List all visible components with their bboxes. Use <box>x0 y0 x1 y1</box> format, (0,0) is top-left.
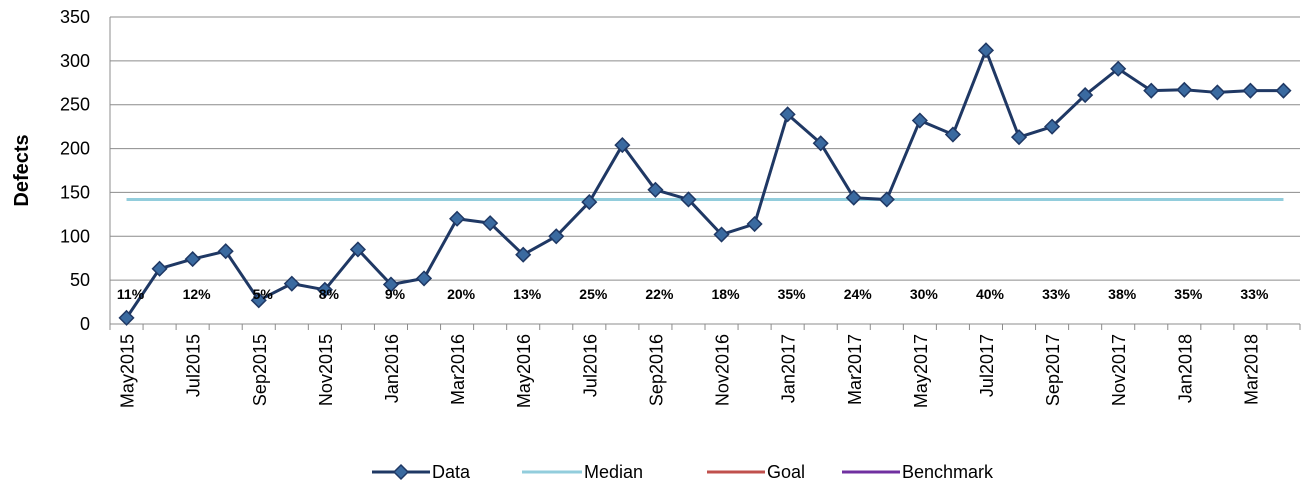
percent-annotation: 33% <box>1240 286 1269 302</box>
percent-annotation: 24% <box>844 286 873 302</box>
y-tick-label: 250 <box>60 95 90 115</box>
x-tick-label: Sep2017 <box>1043 334 1063 406</box>
data-point-marker <box>1209 84 1226 101</box>
percent-annotation: 11% <box>117 286 145 302</box>
data-point-marker <box>316 281 333 298</box>
x-tick-label: Nov2016 <box>713 334 733 406</box>
data-point-marker <box>1010 129 1028 146</box>
data-point-marker <box>151 260 168 277</box>
data-point-marker <box>184 251 201 268</box>
data-point-marker <box>283 275 300 292</box>
y-tick-label: 100 <box>60 226 90 246</box>
legend-label: Benchmark <box>902 462 994 482</box>
x-tick-label: Sep2016 <box>646 334 666 406</box>
data-point-marker <box>680 191 697 208</box>
data-point-marker <box>118 309 135 326</box>
data-point-marker <box>614 137 631 154</box>
data-point-marker <box>977 42 995 59</box>
percent-annotation: 8% <box>319 286 340 302</box>
percent-annotation: 35% <box>778 286 807 302</box>
legend-label: Median <box>584 462 643 482</box>
data-series-line <box>125 48 1284 319</box>
percent-annotation: 12% <box>183 286 212 302</box>
x-axis: May2015 Jul2015 Sep2015 Nov2015 Jan2016 Mar20… <box>109 323 1301 408</box>
data-point-marker <box>482 215 499 232</box>
data-point-marker <box>1110 60 1127 77</box>
x-tick-label: Nov2017 <box>1109 334 1129 406</box>
legend-marker <box>392 463 410 481</box>
x-tick-label: May2016 <box>514 334 534 408</box>
x-tick-label: Mar2016 <box>448 334 468 405</box>
x-tick-label: Jul2016 <box>580 334 600 397</box>
x-tick-label: Jul2015 <box>184 334 204 397</box>
y-axis: 0 50 100 150 200 250 300 350 <box>60 7 111 334</box>
data-point-marker <box>647 181 664 198</box>
y-tick-label: 0 <box>80 314 90 334</box>
x-tick-label: Jan2018 <box>1175 334 1195 403</box>
data-point-marker <box>878 191 895 208</box>
data-point-marker <box>449 210 466 227</box>
data-point-marker <box>1143 82 1160 99</box>
data-point-marker <box>1242 82 1259 99</box>
data-point-marker <box>349 241 366 258</box>
y-tick-label: 200 <box>60 139 90 159</box>
data-point-marker <box>812 135 829 152</box>
data-point-marker <box>1275 82 1292 99</box>
data-point-marker <box>1044 118 1061 135</box>
data-point-marker <box>581 194 598 211</box>
percent-annotation: 40% <box>976 286 1005 302</box>
x-tick-label: May2017 <box>911 334 931 408</box>
x-tick-label: Jul2017 <box>977 334 997 397</box>
x-tick-label: Nov2015 <box>316 334 336 406</box>
y-tick-label: 50 <box>70 270 90 290</box>
percent-annotation: 22% <box>645 286 674 302</box>
y-tick-label: 300 <box>60 51 90 71</box>
percent-annotation: 33% <box>1042 286 1071 302</box>
data-point-marker <box>944 126 961 143</box>
data-point-marker <box>911 112 928 129</box>
legend-label: Goal <box>767 462 805 482</box>
data-point-marker <box>548 228 565 245</box>
percent-annotation: 18% <box>712 286 741 302</box>
percent-annotation: 13% <box>513 286 542 302</box>
data-point-marker <box>415 270 433 287</box>
x-tick-label: Jan2016 <box>382 334 402 403</box>
x-tick-label: Mar2017 <box>845 334 865 405</box>
data-point-marker <box>713 226 730 243</box>
data-point-marker <box>382 276 400 293</box>
series-layer <box>118 42 1292 326</box>
x-tick-label: Mar2018 <box>1241 334 1261 405</box>
percent-annotation: 38% <box>1108 286 1137 302</box>
y-axis-label: Defects <box>11 134 33 206</box>
data-point-marker <box>515 246 532 263</box>
data-point-marker <box>250 292 267 309</box>
legend-label: Data <box>432 462 471 482</box>
percent-annotation: 35% <box>1174 286 1203 302</box>
percent-annotation: 20% <box>447 286 476 302</box>
data-point-marker <box>746 215 763 233</box>
x-tick-label: Jan2017 <box>779 334 799 403</box>
x-tick-label: Sep2015 <box>250 334 270 406</box>
percent-annotation: 9% <box>385 286 406 302</box>
y-tick-label: 150 <box>60 182 90 202</box>
percent-annotations: 11% 12% 5% 8% 9% 20% 13% 25% 22% 18% 35% 24% 30% 40% 3… <box>117 286 1269 302</box>
x-tick-label: May2015 <box>118 334 138 408</box>
data-point-marker <box>779 106 796 123</box>
percent-annotation: 25% <box>579 286 608 302</box>
data-point-marker <box>845 189 862 206</box>
data-point-marker <box>217 243 234 260</box>
y-tick-label: 350 <box>60 7 90 27</box>
percent-annotation: 30% <box>910 286 939 302</box>
data-point-marker <box>1176 81 1193 98</box>
legend: Data Median Goal Benchmark <box>372 462 994 482</box>
data-point-marker <box>1077 87 1094 104</box>
gridlines <box>110 16 1300 325</box>
percent-annotation: 5% <box>253 286 274 302</box>
